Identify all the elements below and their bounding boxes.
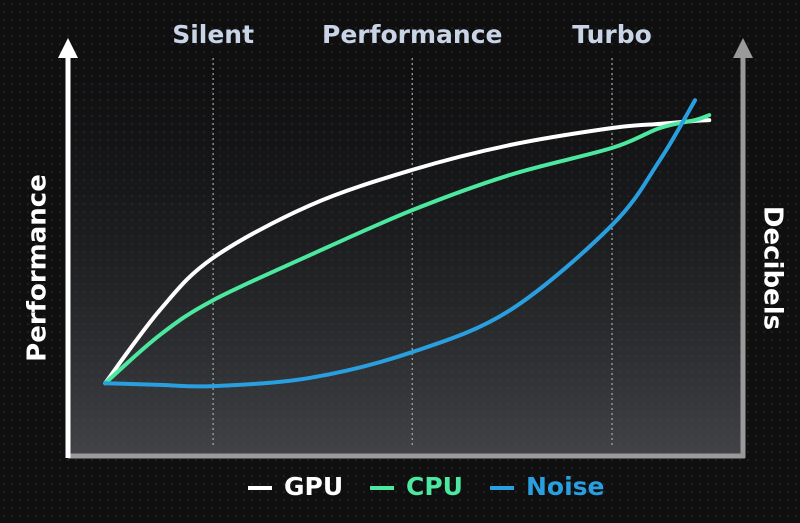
plot-area	[68, 40, 743, 455]
y-axis-arrow	[58, 38, 78, 58]
x-tick-label: Performance	[322, 20, 502, 49]
series-line	[103, 98, 698, 389]
y2-axis-arrow	[733, 38, 753, 58]
series-line	[103, 113, 712, 386]
y-axis-title: Performance	[23, 174, 53, 362]
x-tick-label: Turbo	[572, 20, 652, 49]
legend-label: CPU	[406, 472, 463, 501]
x-tick-label: Silent	[172, 20, 254, 49]
series-line	[103, 118, 712, 386]
lines	[103, 98, 712, 389]
legend: GPU CPU Noise	[248, 472, 605, 501]
legend-label: GPU	[284, 472, 343, 501]
legend-label: Noise	[526, 472, 605, 501]
y2-axis-title: Decibels	[758, 206, 788, 330]
